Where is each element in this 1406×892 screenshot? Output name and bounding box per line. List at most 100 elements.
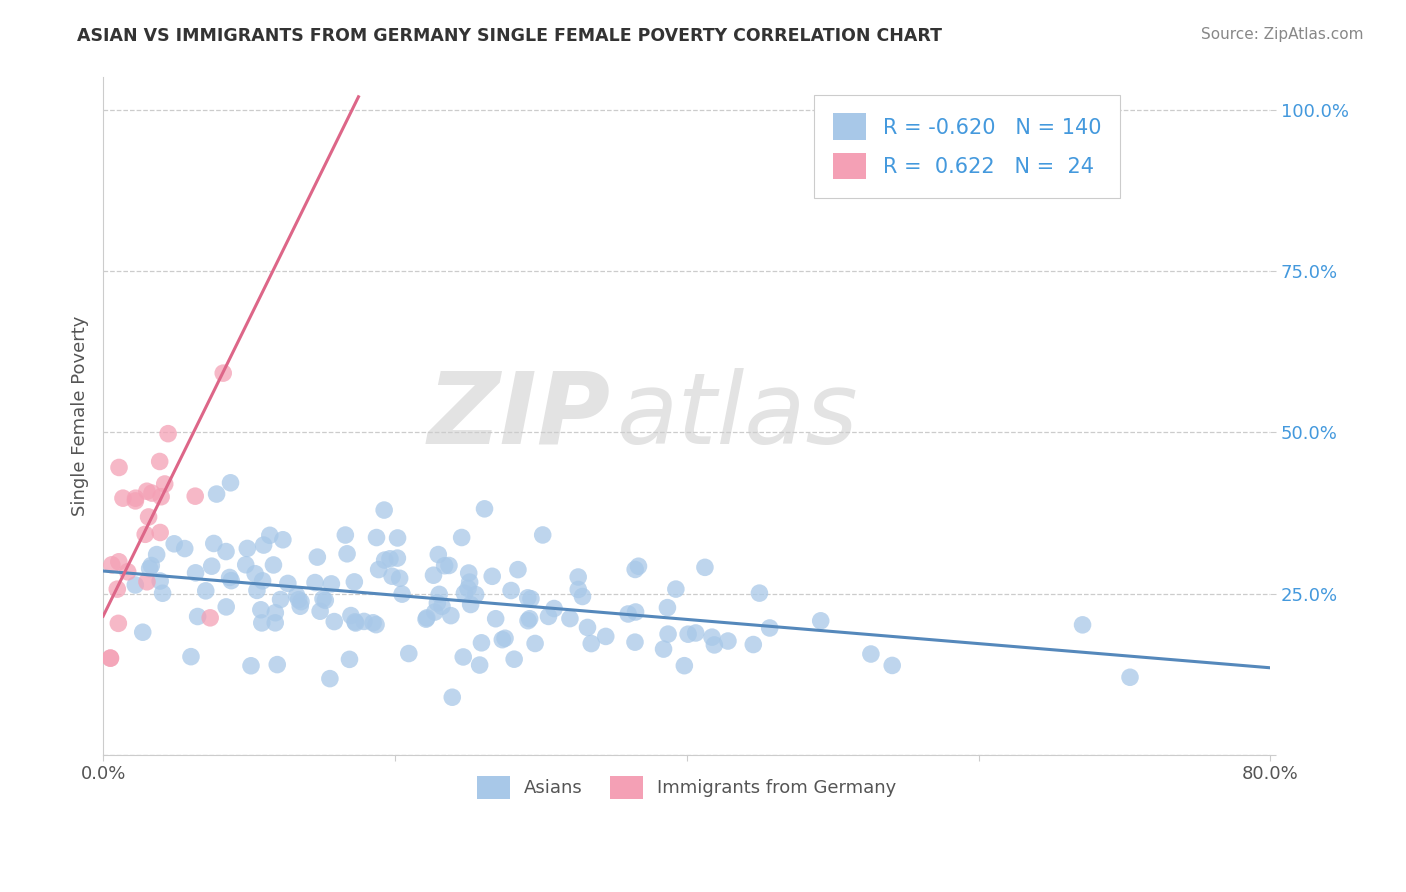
Point	[543, 601, 565, 615]
Point	[427, 587, 450, 601]
Point	[468, 658, 491, 673]
Point	[520, 591, 543, 606]
Point	[470, 636, 492, 650]
Point	[373, 503, 395, 517]
Point	[627, 559, 650, 574]
Point	[138, 510, 160, 524]
Point	[285, 589, 308, 603]
Point	[141, 486, 163, 500]
Point	[652, 642, 675, 657]
Point	[187, 609, 209, 624]
Point	[215, 599, 238, 614]
Point	[134, 527, 156, 541]
Point	[264, 615, 287, 630]
Point	[198, 611, 221, 625]
Point	[503, 652, 526, 666]
Point	[145, 548, 167, 562]
Point	[202, 536, 225, 550]
Point	[235, 558, 257, 572]
Point	[440, 608, 463, 623]
Point	[703, 638, 725, 652]
Point	[240, 658, 263, 673]
Point	[150, 490, 173, 504]
Point	[464, 588, 486, 602]
Point	[524, 636, 547, 650]
Point	[617, 607, 640, 621]
Point	[309, 604, 332, 618]
Point	[135, 484, 157, 499]
Point	[657, 600, 679, 615]
Point	[450, 531, 472, 545]
Point	[250, 615, 273, 630]
Point	[340, 608, 363, 623]
Point	[253, 538, 276, 552]
Point	[506, 563, 529, 577]
Point	[457, 582, 479, 596]
Point	[665, 582, 688, 596]
Point	[748, 586, 770, 600]
Point	[152, 586, 174, 600]
Point	[516, 591, 538, 605]
Point	[215, 544, 238, 558]
Point	[387, 551, 409, 566]
Point	[307, 550, 329, 565]
Point	[381, 569, 404, 583]
Point	[423, 605, 446, 619]
Point	[517, 614, 540, 628]
Point	[494, 632, 516, 646]
Point	[277, 576, 299, 591]
Point	[1119, 670, 1142, 684]
Point	[353, 615, 375, 629]
Point	[149, 574, 172, 588]
Point	[173, 541, 195, 556]
Point	[259, 528, 281, 542]
Point	[571, 590, 593, 604]
Point	[319, 672, 342, 686]
Point	[451, 649, 474, 664]
Point	[624, 635, 647, 649]
Point	[422, 568, 444, 582]
Point	[149, 454, 172, 468]
Point	[361, 615, 384, 630]
Point	[364, 617, 387, 632]
Point	[426, 596, 449, 610]
Point	[673, 658, 696, 673]
Point	[742, 638, 765, 652]
Point	[717, 634, 740, 648]
Point	[367, 563, 389, 577]
Point	[264, 606, 287, 620]
Point	[184, 489, 207, 503]
Point	[441, 690, 464, 705]
Point	[1071, 617, 1094, 632]
Text: atlas: atlas	[617, 368, 858, 465]
Y-axis label: Single Female Poverty: Single Female Poverty	[72, 316, 89, 516]
Point	[180, 649, 202, 664]
Point	[453, 586, 475, 600]
Point	[138, 561, 160, 575]
Point	[262, 558, 284, 572]
Point	[700, 630, 723, 644]
Point	[427, 548, 450, 562]
Point	[266, 657, 288, 672]
Point	[153, 477, 176, 491]
Point	[366, 531, 388, 545]
Point	[132, 625, 155, 640]
Point	[219, 574, 242, 588]
Point	[111, 491, 134, 505]
Point	[184, 566, 207, 580]
Point	[398, 647, 420, 661]
Point	[304, 575, 326, 590]
Point	[218, 570, 240, 584]
Point	[519, 612, 541, 626]
Point	[859, 647, 882, 661]
Point	[657, 627, 679, 641]
Point	[624, 605, 647, 619]
Text: Source: ZipAtlas.com: Source: ZipAtlas.com	[1201, 27, 1364, 42]
Point	[531, 528, 554, 542]
Point	[458, 575, 481, 590]
Point	[474, 501, 496, 516]
Point	[124, 578, 146, 592]
Point	[194, 583, 217, 598]
Point	[163, 537, 186, 551]
Point	[558, 611, 581, 625]
